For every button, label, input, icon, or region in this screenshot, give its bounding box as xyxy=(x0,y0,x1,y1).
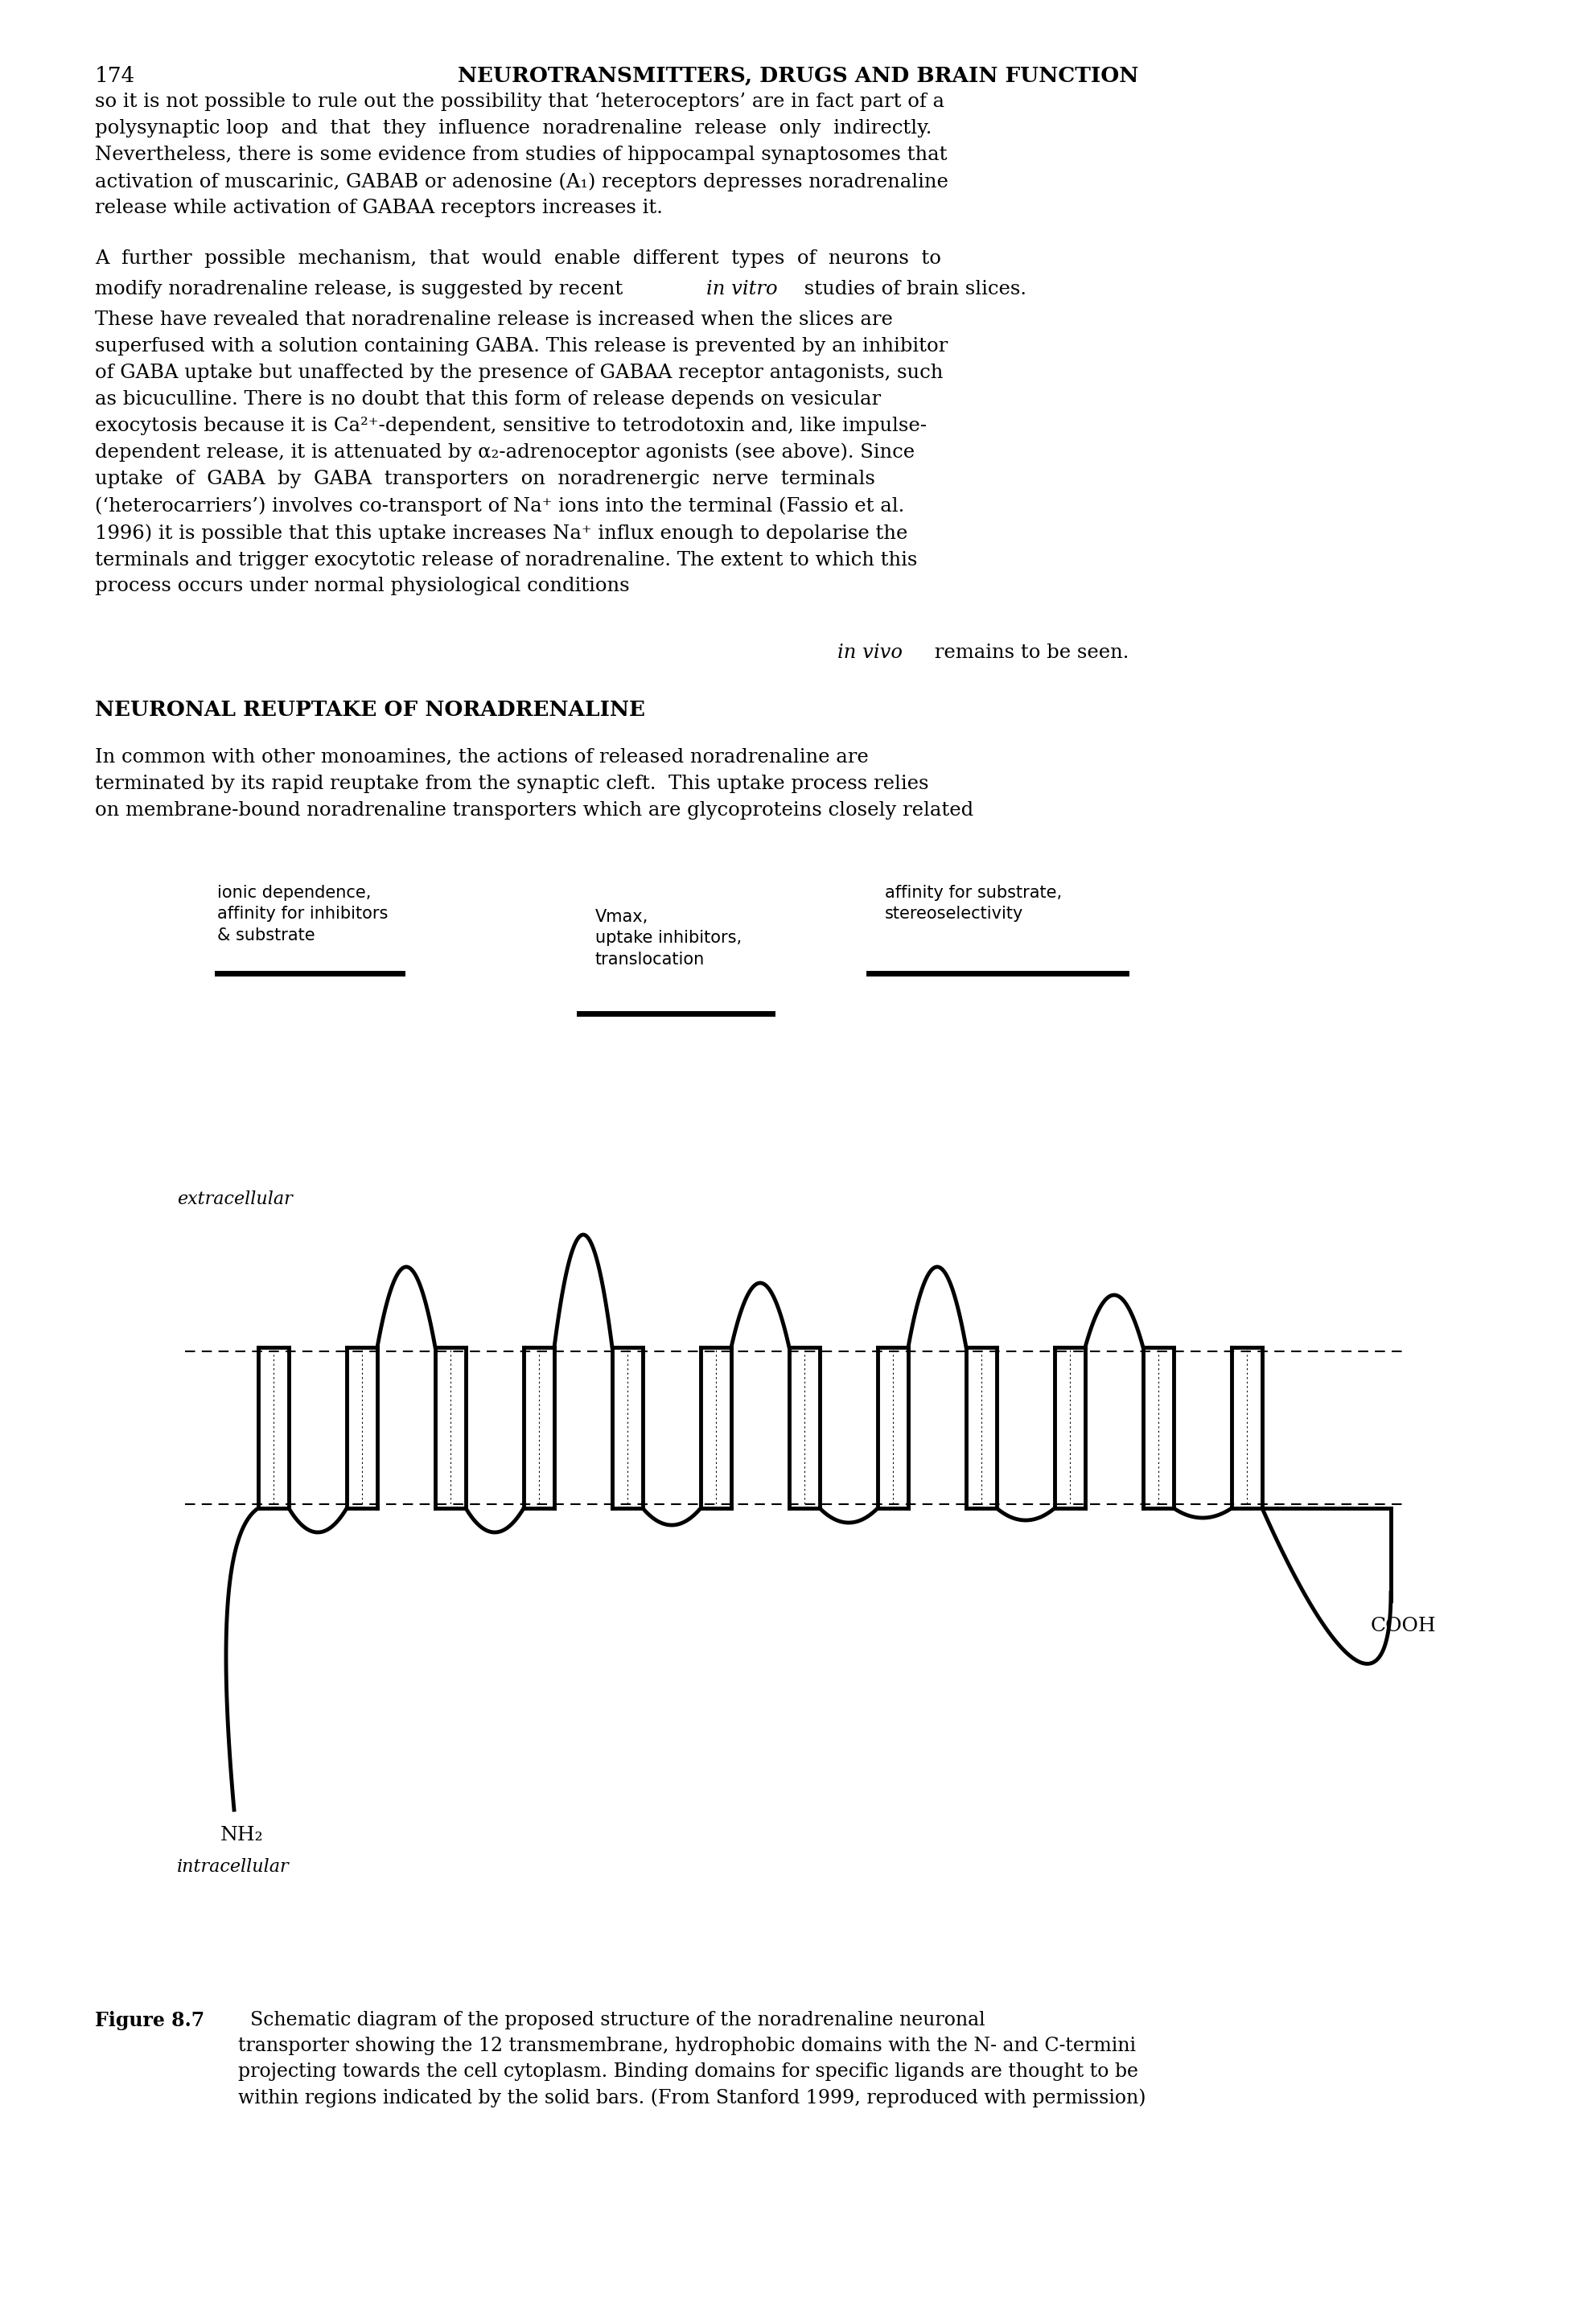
Text: NH₂: NH₂ xyxy=(220,1825,263,1844)
Text: A  further  possible  mechanism,  that  would  enable  different  types  of  neu: A further possible mechanism, that would… xyxy=(94,250,942,269)
Text: in vitro: in vitro xyxy=(707,281,777,299)
Text: intracellular: intracellular xyxy=(177,1858,289,1876)
Text: In common with other monoamines, the actions of released noradrenaline are
termi: In common with other monoamines, the act… xyxy=(94,749,974,819)
Text: extracellular: extracellular xyxy=(177,1190,292,1208)
Text: 174: 174 xyxy=(94,65,136,86)
Text: COOH: COOH xyxy=(1369,1616,1436,1635)
Text: modify noradrenaline release, is suggested by recent: modify noradrenaline release, is suggest… xyxy=(94,281,629,299)
Text: remains to be seen.: remains to be seen. xyxy=(929,642,1128,661)
Text: in vivo: in vivo xyxy=(838,642,903,661)
Text: These have revealed that noradrenaline release is increased when the slices are
: These have revealed that noradrenaline r… xyxy=(94,311,948,596)
Text: affinity for substrate,
stereoselectivity: affinity for substrate, stereoselectivit… xyxy=(884,886,1061,923)
Text: studies of brain slices.: studies of brain slices. xyxy=(798,281,1026,299)
Text: ionic dependence,
affinity for inhibitors
& substrate: ionic dependence, affinity for inhibitor… xyxy=(217,886,388,944)
Text: NEURONAL REUPTAKE OF NORADRENALINE: NEURONAL REUPTAKE OF NORADRENALINE xyxy=(94,700,645,719)
Text: Figure 8.7: Figure 8.7 xyxy=(94,2011,204,2029)
Text: Schematic diagram of the proposed structure of the noradrenaline neuronal
transp: Schematic diagram of the proposed struct… xyxy=(238,2011,1146,2108)
Text: Vmax,
uptake inhibitors,
translocation: Vmax, uptake inhibitors, translocation xyxy=(595,909,742,967)
Text: NEUROTRANSMITTERS, DRUGS AND BRAIN FUNCTION: NEUROTRANSMITTERS, DRUGS AND BRAIN FUNCT… xyxy=(458,65,1138,86)
Text: so it is not possible to rule out the possibility that ‘heteroceptors’ are in fa: so it is not possible to rule out the po… xyxy=(94,93,948,218)
